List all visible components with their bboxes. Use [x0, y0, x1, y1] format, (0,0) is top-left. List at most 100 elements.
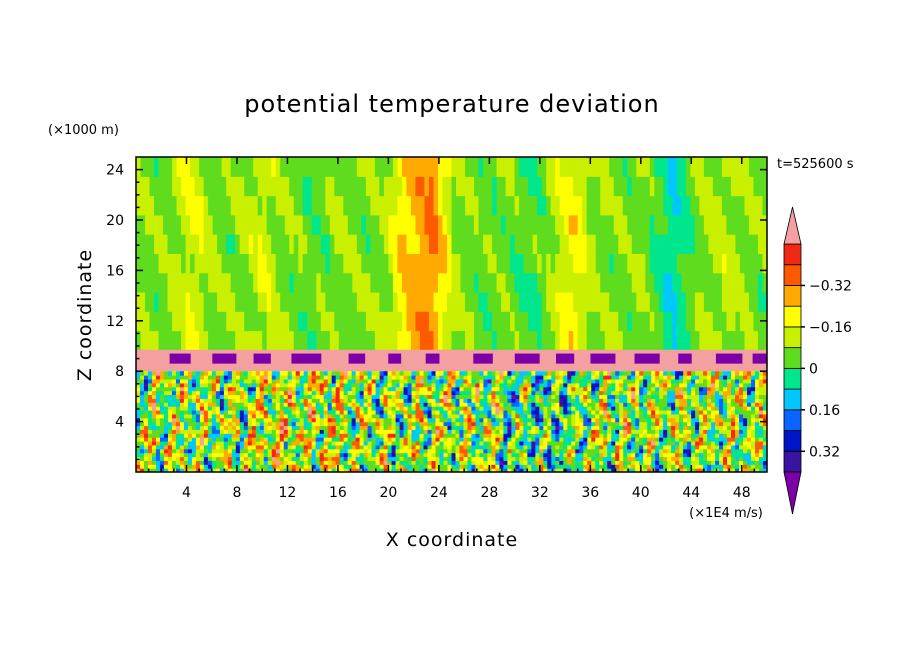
convective-cell — [343, 386, 349, 392]
upper-layer-cell — [726, 234, 732, 254]
convective-cell — [495, 394, 501, 399]
upper-layer-cell — [338, 157, 344, 177]
convective-cell — [167, 371, 173, 376]
convective-cell — [591, 378, 596, 384]
convective-cell — [379, 464, 385, 469]
convective-cell — [351, 460, 357, 465]
convective-cell — [175, 409, 181, 415]
convective-cell — [471, 444, 477, 450]
convective-cell — [227, 468, 233, 472]
upper-layer-cell — [487, 176, 493, 197]
convective-cell — [411, 425, 417, 430]
upper-layer-cell — [221, 330, 227, 351]
convective-cell — [283, 394, 289, 399]
upper-layer-cell — [356, 214, 362, 235]
convective-cell — [483, 444, 489, 450]
upper-layer-cell — [753, 272, 759, 293]
upper-layer-cell — [329, 176, 335, 197]
convective-cell — [559, 433, 564, 438]
convective-cell — [251, 444, 257, 450]
convective-cell — [195, 402, 201, 407]
upper-layer-cell — [325, 272, 331, 293]
convective-cell — [335, 402, 341, 407]
convective-cell — [315, 406, 321, 411]
convective-cell — [663, 440, 668, 446]
convective-cell — [255, 464, 261, 469]
convective-cell — [275, 371, 281, 376]
convective-cell — [295, 378, 301, 384]
convective-cell — [471, 378, 477, 384]
convective-cell — [495, 429, 501, 434]
convective-cell — [171, 433, 177, 438]
upper-layer-cell — [419, 291, 426, 312]
convective-cell — [475, 413, 481, 419]
convective-cell — [671, 456, 676, 461]
convective-cell — [187, 425, 193, 430]
convective-cell — [611, 406, 616, 411]
convective-cell — [311, 417, 317, 423]
convective-cell — [467, 464, 473, 469]
convective-cell — [483, 406, 489, 411]
upper-layer-cell — [654, 195, 660, 216]
convective-cell — [147, 398, 153, 403]
convective-cell — [259, 433, 265, 438]
convective-cell — [227, 371, 233, 376]
convective-cell — [615, 417, 620, 423]
upper-layer-cell — [573, 291, 579, 312]
convective-cell — [667, 398, 672, 403]
upper-layer-cell — [681, 311, 687, 332]
convective-cell — [215, 386, 221, 392]
convective-cell — [279, 464, 285, 469]
convective-cell — [579, 429, 584, 434]
upper-layer-cell — [217, 234, 223, 254]
convective-cell — [531, 437, 536, 442]
convective-cell — [255, 390, 261, 396]
upper-layer-cell — [573, 234, 579, 254]
upper-layer-cell — [456, 291, 462, 312]
convective-cell — [591, 413, 596, 419]
convective-cell — [479, 386, 485, 392]
convective-cell — [235, 440, 241, 446]
upper-layer-cell — [712, 253, 719, 274]
upper-layer-cell — [442, 311, 448, 332]
convective-cell — [643, 402, 648, 407]
convective-cell — [275, 406, 281, 411]
convective-cell — [523, 440, 528, 446]
convective-cell — [583, 468, 588, 472]
upper-layer-cell — [338, 272, 344, 293]
convective-cell — [643, 417, 648, 423]
convective-cell — [315, 460, 321, 465]
convective-cell — [555, 375, 560, 380]
convective-cell — [399, 444, 405, 450]
upper-layer-cell — [446, 253, 453, 274]
convective-cell — [367, 394, 373, 399]
upper-layer-cell — [415, 234, 421, 254]
convective-cell — [139, 456, 145, 461]
convective-cell — [663, 456, 668, 461]
convective-cell — [655, 468, 660, 472]
convective-cell — [587, 390, 592, 396]
convective-cell — [307, 460, 313, 465]
convective-cell — [351, 421, 357, 427]
convective-cell — [375, 464, 381, 469]
convective-cell — [451, 468, 457, 472]
convective-cell — [455, 460, 461, 465]
convective-cell — [407, 421, 413, 427]
convective-cell — [431, 382, 437, 388]
convective-cell — [607, 390, 612, 396]
convective-cell — [447, 417, 453, 423]
convective-cell — [599, 468, 604, 472]
upper-layer-cell — [622, 291, 628, 312]
convective-cell — [215, 444, 221, 450]
convective-cell — [531, 448, 536, 454]
convective-cell — [467, 456, 473, 461]
convective-cell — [475, 390, 481, 396]
convective-cell — [559, 429, 564, 434]
convective-cell — [527, 468, 532, 472]
upper-layer-cell — [555, 291, 561, 312]
upper-layer-cell — [230, 234, 236, 254]
convective-cell — [275, 444, 281, 450]
convective-cell — [351, 386, 357, 392]
upper-layer-cell — [699, 272, 705, 293]
convective-cell — [327, 464, 333, 469]
